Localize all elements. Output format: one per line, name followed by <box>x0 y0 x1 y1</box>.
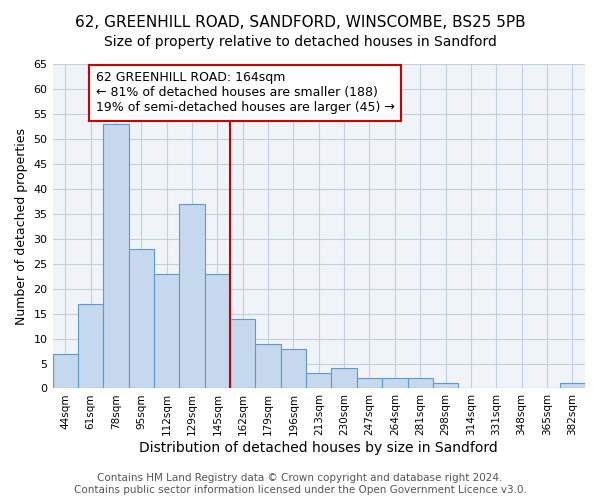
Bar <box>433 384 458 388</box>
Y-axis label: Number of detached properties: Number of detached properties <box>15 128 28 324</box>
Bar <box>407 378 433 388</box>
Bar <box>382 378 407 388</box>
Text: 62 GREENHILL ROAD: 164sqm
← 81% of detached houses are smaller (188)
19% of semi: 62 GREENHILL ROAD: 164sqm ← 81% of detac… <box>95 72 395 114</box>
Bar <box>331 368 357 388</box>
Bar <box>154 274 179 388</box>
Bar <box>205 274 230 388</box>
Bar <box>230 318 256 388</box>
Bar <box>103 124 128 388</box>
Bar <box>128 248 154 388</box>
X-axis label: Distribution of detached houses by size in Sandford: Distribution of detached houses by size … <box>139 441 498 455</box>
Bar <box>53 354 78 388</box>
Text: Size of property relative to detached houses in Sandford: Size of property relative to detached ho… <box>104 35 496 49</box>
Bar <box>179 204 205 388</box>
Text: 62, GREENHILL ROAD, SANDFORD, WINSCOMBE, BS25 5PB: 62, GREENHILL ROAD, SANDFORD, WINSCOMBE,… <box>74 15 526 30</box>
Bar <box>281 348 306 389</box>
Bar <box>256 344 281 388</box>
Bar <box>560 384 585 388</box>
Text: Contains HM Land Registry data © Crown copyright and database right 2024.
Contai: Contains HM Land Registry data © Crown c… <box>74 474 526 495</box>
Bar <box>357 378 382 388</box>
Bar <box>78 304 103 388</box>
Bar <box>306 374 331 388</box>
